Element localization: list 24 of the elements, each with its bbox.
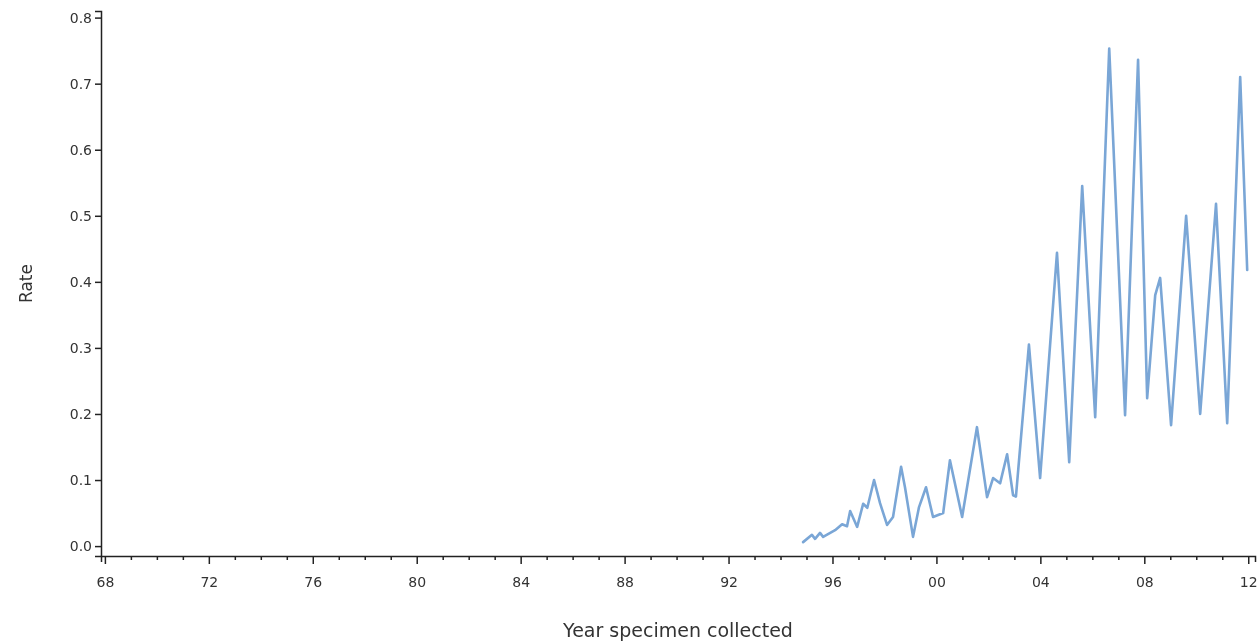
x-tick-label: 00	[928, 574, 946, 591]
y-tick-label: 0.0	[69, 538, 92, 555]
x-tick-label: 84	[512, 574, 531, 591]
y-tick-label: 0.1	[69, 472, 92, 489]
x-tick-label: 80	[408, 574, 427, 591]
x-tick-label: 08	[1135, 574, 1154, 591]
x-tick-label: 04	[1031, 574, 1050, 591]
x-axis-title: Year specimen collected	[562, 619, 793, 641]
y-tick-label: 0.3	[69, 339, 92, 356]
x-tick-label: 68	[96, 574, 115, 591]
x-tick-label: 76	[304, 574, 323, 591]
line-series	[801, 47, 1249, 544]
y-tick-label: 0.5	[69, 207, 92, 224]
y-tick-label: 0.7	[69, 75, 92, 92]
x-tick-label: 96	[824, 574, 842, 591]
x-tick-label: 88	[616, 574, 635, 591]
y-tick-label: 0.8	[69, 9, 92, 26]
y-tick-label: 0.6	[69, 141, 93, 158]
x-tick-label: 12	[1239, 574, 1258, 591]
x-tick-label: 92	[720, 574, 738, 591]
y-axis-title: Rate	[16, 264, 36, 303]
x-tick-label: 72	[200, 574, 219, 591]
y-tick-label: 0.4	[69, 273, 93, 290]
y-tick-label: 0.2	[69, 405, 92, 422]
